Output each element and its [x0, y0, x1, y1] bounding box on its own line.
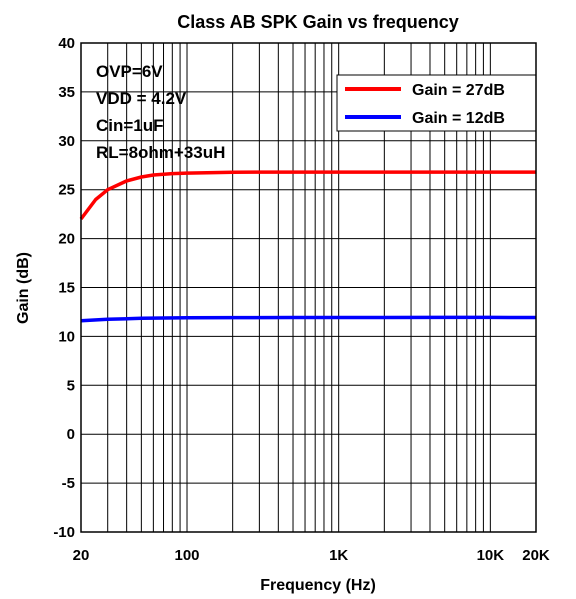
y-tick-label: 30 [58, 133, 75, 150]
legend-box [336, 74, 537, 132]
y-axis-label: Gain (dB) [15, 252, 32, 324]
y-tick-label: 20 [58, 231, 75, 248]
y-tick-label: 5 [67, 377, 75, 394]
annotation-line: Cin=1uF [96, 116, 164, 135]
y-tick-labels: -10 -5 0 5 10 15 20 25 30 35 40 [53, 35, 75, 541]
y-tick-label: -10 [53, 524, 75, 541]
conditions-annotation: OVP=6V VDD = 4.2V Cin=1uF RL=8ohm+33uH [96, 62, 225, 162]
annotation-line: OVP=6V [96, 62, 163, 81]
x-tick-label: 100 [174, 547, 199, 564]
x-tick-label: 1K [329, 547, 348, 564]
series-layer [79, 170, 537, 323]
y-tick-label: -5 [62, 475, 75, 492]
legend: Gain = 27dB Gain = 12dB [336, 74, 537, 132]
legend-label: Gain = 12dB [412, 110, 505, 127]
plot-frame [80, 42, 537, 533]
y-tick-label: 10 [58, 328, 75, 345]
x-axis-label: Frequency (Hz) [260, 577, 376, 594]
y-tick-label: 35 [58, 84, 75, 101]
chart-title: Class AB SPK Gain vs frequency [177, 12, 458, 32]
x-tick-label: 20K [522, 547, 550, 564]
x-tick-labels: 20 100 1K 10K 20K [73, 547, 550, 564]
x-tick-label: 10K [477, 547, 505, 564]
y-tick-label: 40 [58, 35, 75, 52]
y-tick-label: 25 [58, 182, 75, 199]
series-line-gain-12db [80, 315, 537, 323]
grid [81, 43, 536, 532]
x-tick-label: 20 [73, 547, 90, 564]
y-tick-label: 0 [67, 426, 75, 443]
series-line-gain-27db [79, 170, 536, 221]
annotation-line: RL=8ohm+33uH [96, 143, 225, 162]
y-tick-label: 15 [58, 280, 75, 297]
annotation-line: VDD = 4.2V [96, 89, 187, 108]
legend-label: Gain = 27dB [412, 82, 505, 99]
